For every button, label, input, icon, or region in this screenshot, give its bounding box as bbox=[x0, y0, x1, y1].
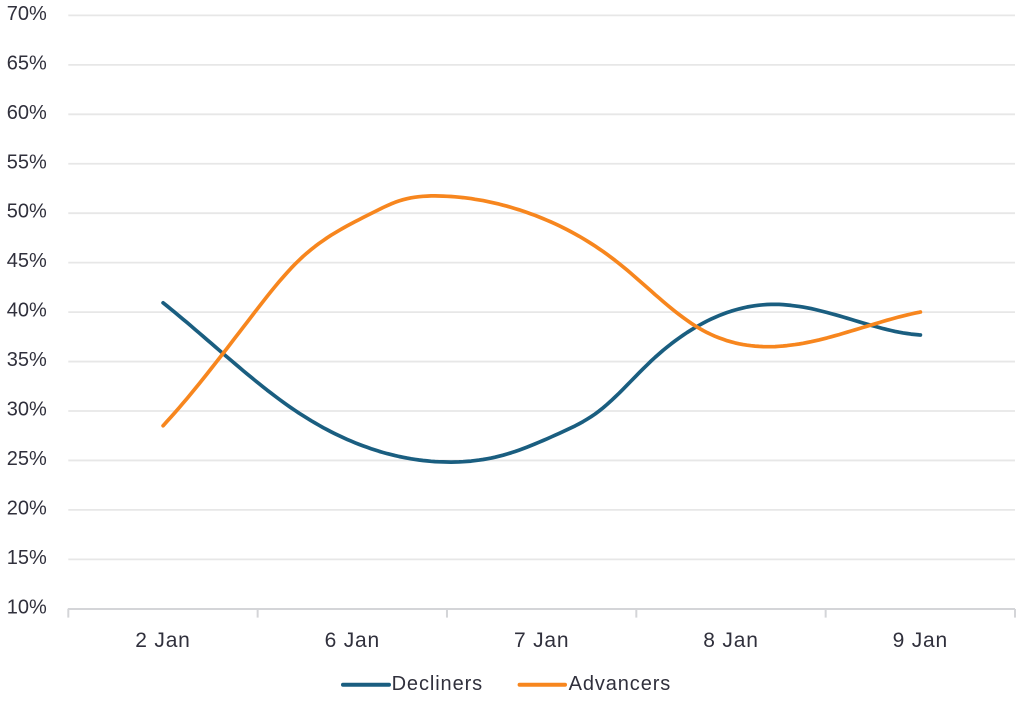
svg-text:15%: 15% bbox=[7, 547, 47, 569]
svg-text:45%: 45% bbox=[7, 250, 47, 272]
svg-text:Advancers: Advancers bbox=[569, 673, 672, 695]
svg-text:70%: 70% bbox=[7, 3, 47, 25]
svg-text:65%: 65% bbox=[7, 52, 47, 74]
svg-text:2 Jan: 2 Jan bbox=[135, 629, 190, 652]
svg-text:30%: 30% bbox=[7, 399, 47, 421]
svg-text:Decliners: Decliners bbox=[392, 673, 483, 695]
svg-text:50%: 50% bbox=[7, 201, 47, 223]
svg-text:60%: 60% bbox=[7, 102, 47, 124]
svg-text:25%: 25% bbox=[7, 448, 47, 470]
svg-text:8 Jan: 8 Jan bbox=[703, 629, 758, 652]
svg-text:6 Jan: 6 Jan bbox=[325, 629, 380, 652]
svg-text:35%: 35% bbox=[7, 349, 47, 371]
svg-text:9 Jan: 9 Jan bbox=[893, 629, 948, 652]
svg-text:55%: 55% bbox=[7, 151, 47, 173]
svg-text:40%: 40% bbox=[7, 300, 47, 322]
svg-text:10%: 10% bbox=[7, 597, 47, 619]
svg-text:20%: 20% bbox=[7, 497, 47, 519]
svg-text:7 Jan: 7 Jan bbox=[514, 629, 569, 652]
